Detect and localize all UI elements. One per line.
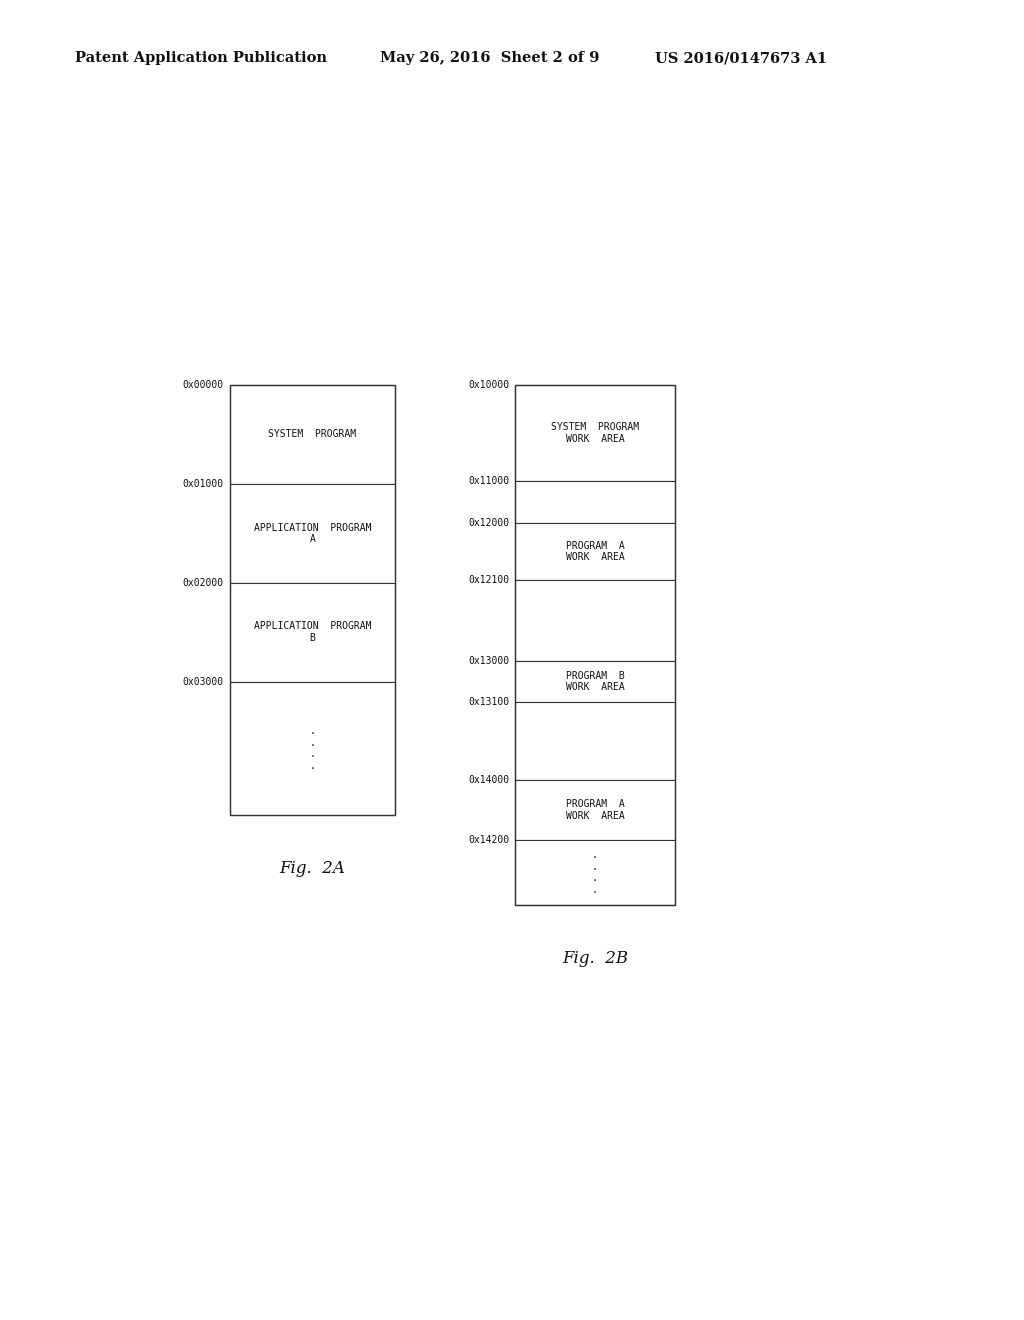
Text: 0x13000: 0x13000 bbox=[468, 656, 509, 665]
Text: Fig.  2A: Fig. 2A bbox=[280, 861, 345, 876]
Bar bbox=[515, 385, 675, 482]
Text: 0x01000: 0x01000 bbox=[183, 479, 224, 488]
Bar bbox=[230, 681, 395, 814]
Text: APPLICATION  PROGRAM
B: APPLICATION PROGRAM B bbox=[254, 622, 372, 643]
Text: 0x00000: 0x00000 bbox=[183, 380, 224, 389]
Bar bbox=[515, 780, 675, 840]
Bar bbox=[230, 385, 395, 814]
Text: 0x14200: 0x14200 bbox=[468, 836, 509, 845]
Text: Patent Application Publication: Patent Application Publication bbox=[75, 51, 327, 65]
Text: 0x12000: 0x12000 bbox=[468, 517, 509, 528]
Text: PROGRAM  B
WORK  AREA: PROGRAM B WORK AREA bbox=[565, 671, 625, 692]
Text: 0x03000: 0x03000 bbox=[183, 677, 224, 686]
Bar bbox=[230, 583, 395, 681]
Bar bbox=[515, 482, 675, 523]
Bar bbox=[515, 523, 675, 579]
Text: May 26, 2016  Sheet 2 of 9: May 26, 2016 Sheet 2 of 9 bbox=[380, 51, 599, 65]
Text: .
.
.
.: . . . . bbox=[309, 726, 315, 771]
Bar bbox=[515, 579, 675, 660]
Text: SYSTEM  PROGRAM
WORK  AREA: SYSTEM PROGRAM WORK AREA bbox=[551, 422, 639, 444]
Text: Fig.  2B: Fig. 2B bbox=[562, 950, 628, 968]
Text: SYSTEM  PROGRAM: SYSTEM PROGRAM bbox=[268, 429, 356, 440]
Text: 0x11000: 0x11000 bbox=[468, 477, 509, 486]
Text: .
.
.
.: . . . . bbox=[592, 850, 598, 895]
Text: APPLICATION  PROGRAM
A: APPLICATION PROGRAM A bbox=[254, 523, 372, 544]
Text: PROGRAM  A
WORK  AREA: PROGRAM A WORK AREA bbox=[565, 541, 625, 562]
Bar bbox=[515, 660, 675, 702]
Text: 0x13100: 0x13100 bbox=[468, 697, 509, 708]
Bar bbox=[515, 840, 675, 906]
Text: 0x14000: 0x14000 bbox=[468, 775, 509, 785]
Text: 0x12100: 0x12100 bbox=[468, 576, 509, 585]
Text: 0x02000: 0x02000 bbox=[183, 578, 224, 587]
Bar bbox=[230, 484, 395, 583]
Bar bbox=[515, 702, 675, 780]
Text: US 2016/0147673 A1: US 2016/0147673 A1 bbox=[655, 51, 827, 65]
Text: PROGRAM  A
WORK  AREA: PROGRAM A WORK AREA bbox=[565, 800, 625, 821]
Text: 0x10000: 0x10000 bbox=[468, 380, 509, 389]
Bar bbox=[515, 385, 675, 906]
Bar bbox=[230, 385, 395, 484]
